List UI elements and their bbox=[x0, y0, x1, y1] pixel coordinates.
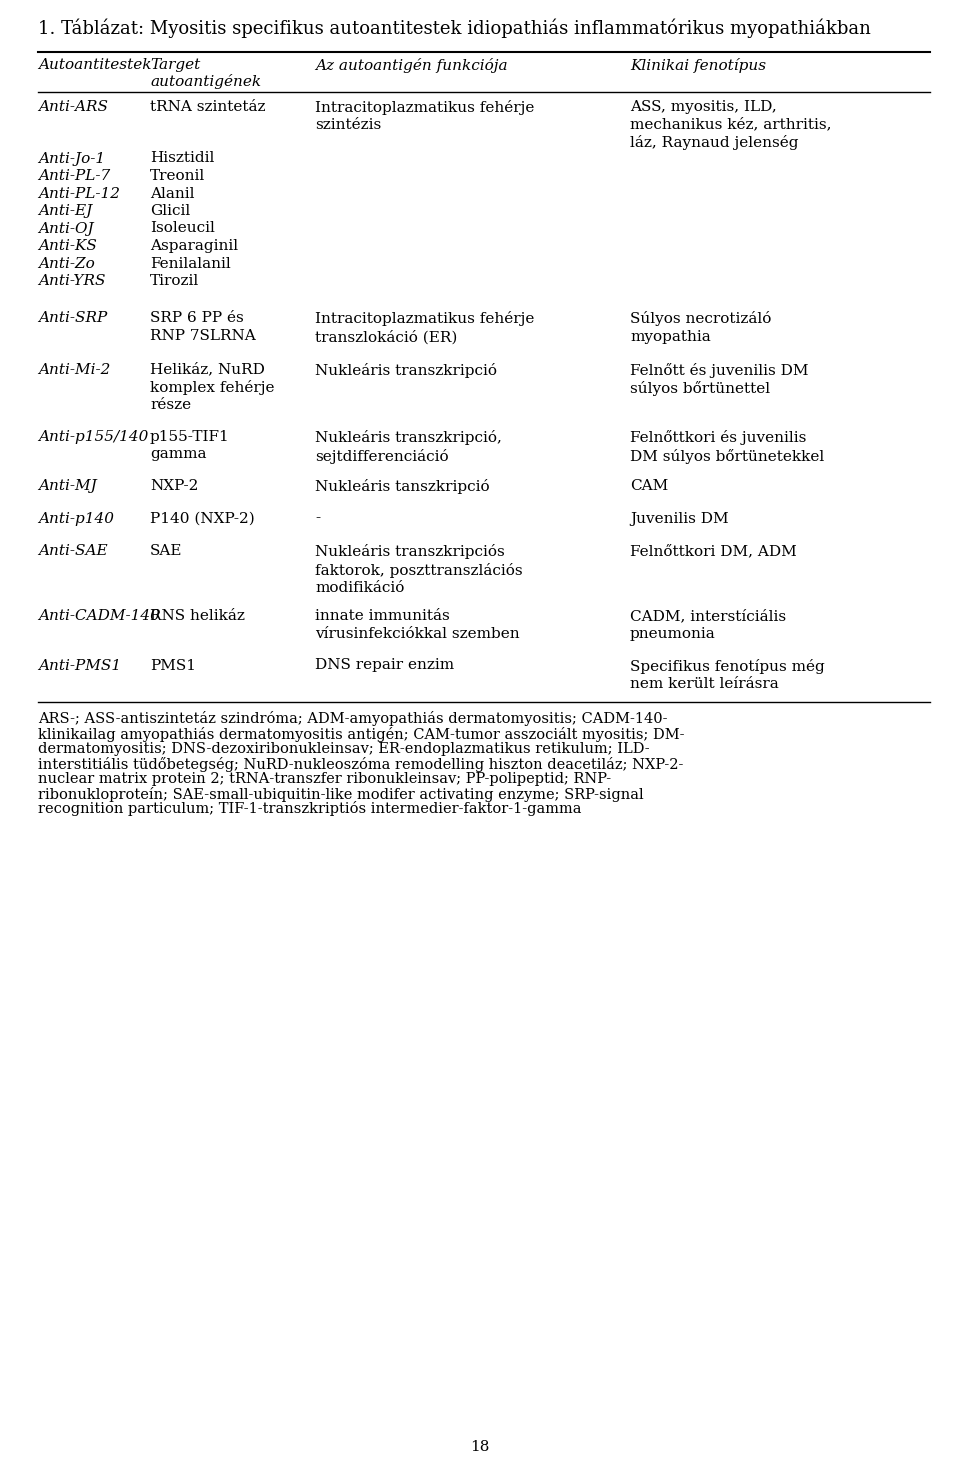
Text: Anti-p155/140: Anti-p155/140 bbox=[38, 431, 149, 444]
Text: CAM: CAM bbox=[630, 479, 668, 493]
Text: nuclear matrix protein 2; tRNA-transzfer ribonukleinsav; PP-polipeptid; RNP-: nuclear matrix protein 2; tRNA-transzfer… bbox=[38, 771, 612, 786]
Text: Felnőttkori DM, ADM: Felnőttkori DM, ADM bbox=[630, 544, 797, 558]
Text: Klinikai fenotípus: Klinikai fenotípus bbox=[630, 58, 766, 72]
Text: Anti-SAE: Anti-SAE bbox=[38, 544, 108, 558]
Text: Anti-YRS: Anti-YRS bbox=[38, 274, 106, 288]
Text: NXP-2: NXP-2 bbox=[150, 479, 199, 493]
Text: Specifikus fenotípus még
nem került leírásra: Specifikus fenotípus még nem került leír… bbox=[630, 658, 825, 690]
Text: PMS1: PMS1 bbox=[150, 658, 196, 673]
Text: Anti-PL-7: Anti-PL-7 bbox=[38, 170, 110, 183]
Text: Anti-ARS: Anti-ARS bbox=[38, 100, 108, 114]
Text: Anti-OJ: Anti-OJ bbox=[38, 221, 94, 236]
Text: Felnőtt és juvenilis DM
súlyos bőrtünettel: Felnőtt és juvenilis DM súlyos bőrtünett… bbox=[630, 363, 808, 397]
Text: Anti-CADM-140: Anti-CADM-140 bbox=[38, 609, 160, 624]
Text: Anti-Zo: Anti-Zo bbox=[38, 257, 95, 270]
Text: Anti-KS: Anti-KS bbox=[38, 239, 97, 254]
Text: 18: 18 bbox=[470, 1440, 490, 1454]
Text: Az autoantigén funkciója: Az autoantigén funkciója bbox=[315, 58, 508, 72]
Text: ASS, myositis, ILD,
mechanikus kéz, arthritis,
láz, Raynaud jelenség: ASS, myositis, ILD, mechanikus kéz, arth… bbox=[630, 100, 831, 150]
Text: Anti-SRP: Anti-SRP bbox=[38, 311, 108, 326]
Text: Hisztidil: Hisztidil bbox=[150, 152, 214, 165]
Text: Glicil: Glicil bbox=[150, 204, 190, 218]
Text: Nukleáris transzkripció: Nukleáris transzkripció bbox=[315, 363, 497, 378]
Text: ribonukloproteín; SAE-small-ubiquitin-like modifer activating enzyme; SRP-signal: ribonukloproteín; SAE-small-ubiquitin-li… bbox=[38, 786, 643, 801]
Text: tRNA szintetáz: tRNA szintetáz bbox=[150, 100, 266, 114]
Text: dermatomyositis; DNS-dezoxiribonukleinsav; ER-endoplazmatikus retikulum; ILD-: dermatomyositis; DNS-dezoxiribonukleinsa… bbox=[38, 742, 650, 755]
Text: Autoantitestek: Autoantitestek bbox=[38, 58, 152, 72]
Text: klinikailag amyopathiás dermatomyositis antigén; CAM-tumor asszociált myositis; : klinikailag amyopathiás dermatomyositis … bbox=[38, 727, 684, 742]
Text: Anti-MJ: Anti-MJ bbox=[38, 479, 97, 493]
Text: Anti-p140: Anti-p140 bbox=[38, 512, 114, 525]
Text: Tirozil: Tirozil bbox=[150, 274, 200, 288]
Text: Anti-Mi-2: Anti-Mi-2 bbox=[38, 363, 110, 376]
Text: Intracitoplazmatikus fehérje
transzlokáció (ER): Intracitoplazmatikus fehérje transzlokác… bbox=[315, 311, 535, 344]
Text: innate immunitás
vírusinfekciókkal szemben: innate immunitás vírusinfekciókkal szemb… bbox=[315, 609, 519, 640]
Text: Anti-PL-12: Anti-PL-12 bbox=[38, 186, 120, 201]
Text: Alanil: Alanil bbox=[150, 186, 195, 201]
Text: recognition particulum; TIF-1-transzkriptiós intermedier-faktor-1-gamma: recognition particulum; TIF-1-transzkrip… bbox=[38, 801, 582, 817]
Text: Helikáz, NuRD
komplex fehérje
része: Helikáz, NuRD komplex fehérje része bbox=[150, 363, 275, 413]
Text: p155-TIF1
gamma: p155-TIF1 gamma bbox=[150, 431, 229, 462]
Text: ARS-; ASS-antiszintetáz szindróma; ADM-amyopathiás dermatomyositis; CADM-140-: ARS-; ASS-antiszintetáz szindróma; ADM-a… bbox=[38, 711, 667, 727]
Text: Nukleáris tanszkripció: Nukleáris tanszkripció bbox=[315, 479, 490, 494]
Text: SRP 6 PP és
RNP 7SLRNA: SRP 6 PP és RNP 7SLRNA bbox=[150, 311, 255, 342]
Text: Juvenilis DM: Juvenilis DM bbox=[630, 512, 729, 525]
Text: DNS repair enzim: DNS repair enzim bbox=[315, 658, 454, 673]
Text: Isoleucil: Isoleucil bbox=[150, 221, 215, 236]
Text: SAE: SAE bbox=[150, 544, 182, 558]
Text: Anti-EJ: Anti-EJ bbox=[38, 204, 92, 218]
Text: Target
autoantigének: Target autoantigének bbox=[150, 58, 261, 90]
Text: 1. Táblázat: Myositis specifikus autoantitestek idiopathiás inflammatórikus myop: 1. Táblázat: Myositis specifikus autoant… bbox=[38, 18, 871, 37]
Text: Asparaginil: Asparaginil bbox=[150, 239, 238, 254]
Text: Súlyos necrotizáló
myopathia: Súlyos necrotizáló myopathia bbox=[630, 311, 772, 344]
Text: Nukleáris transzkripciós
faktorok, poszttranszlációs
modifikáció: Nukleáris transzkripciós faktorok, poszt… bbox=[315, 544, 522, 594]
Text: Felnőttkori és juvenilis
DM súlyos bőrtünetekkel: Felnőttkori és juvenilis DM súlyos bőrtü… bbox=[630, 431, 825, 463]
Text: P140 (NXP-2): P140 (NXP-2) bbox=[150, 512, 254, 525]
Text: interstitiális tüdőbetegség; NuRD-nukleoszóma remodelling hiszton deacetiláz; NX: interstitiális tüdőbetegség; NuRD-nukleo… bbox=[38, 757, 684, 771]
Text: Nukleáris transzkripció,
sejtdifferenciáció: Nukleáris transzkripció, sejtdifferenciá… bbox=[315, 431, 502, 463]
Text: Fenilalanil: Fenilalanil bbox=[150, 257, 230, 270]
Text: -: - bbox=[315, 512, 320, 525]
Text: Intracitoplazmatikus fehérje
szintézis: Intracitoplazmatikus fehérje szintézis bbox=[315, 100, 535, 133]
Text: Treonil: Treonil bbox=[150, 170, 205, 183]
Text: Anti-Jo-1: Anti-Jo-1 bbox=[38, 152, 106, 165]
Text: CADM, interstíciális
pneumonia: CADM, interstíciális pneumonia bbox=[630, 609, 786, 640]
Text: RNS helikáz: RNS helikáz bbox=[150, 609, 245, 624]
Text: Anti-PMS1: Anti-PMS1 bbox=[38, 658, 121, 673]
